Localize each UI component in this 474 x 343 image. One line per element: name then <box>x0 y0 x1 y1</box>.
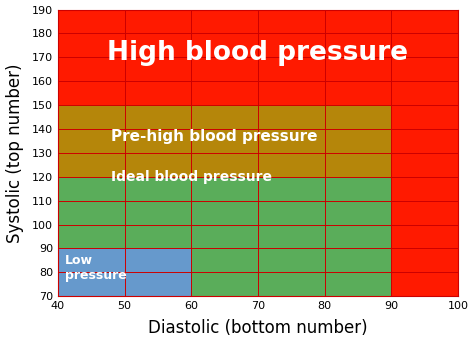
Bar <box>58 105 391 177</box>
Text: High blood pressure: High blood pressure <box>108 39 409 66</box>
Bar <box>58 248 191 296</box>
Bar <box>58 177 391 296</box>
Y-axis label: Systolic (top number): Systolic (top number) <box>6 63 24 243</box>
X-axis label: Diastolic (bottom number): Diastolic (bottom number) <box>148 319 368 338</box>
Text: Pre-high blood pressure: Pre-high blood pressure <box>111 129 318 144</box>
Text: Low
pressure: Low pressure <box>64 253 126 282</box>
Text: Ideal blood pressure: Ideal blood pressure <box>111 170 272 184</box>
